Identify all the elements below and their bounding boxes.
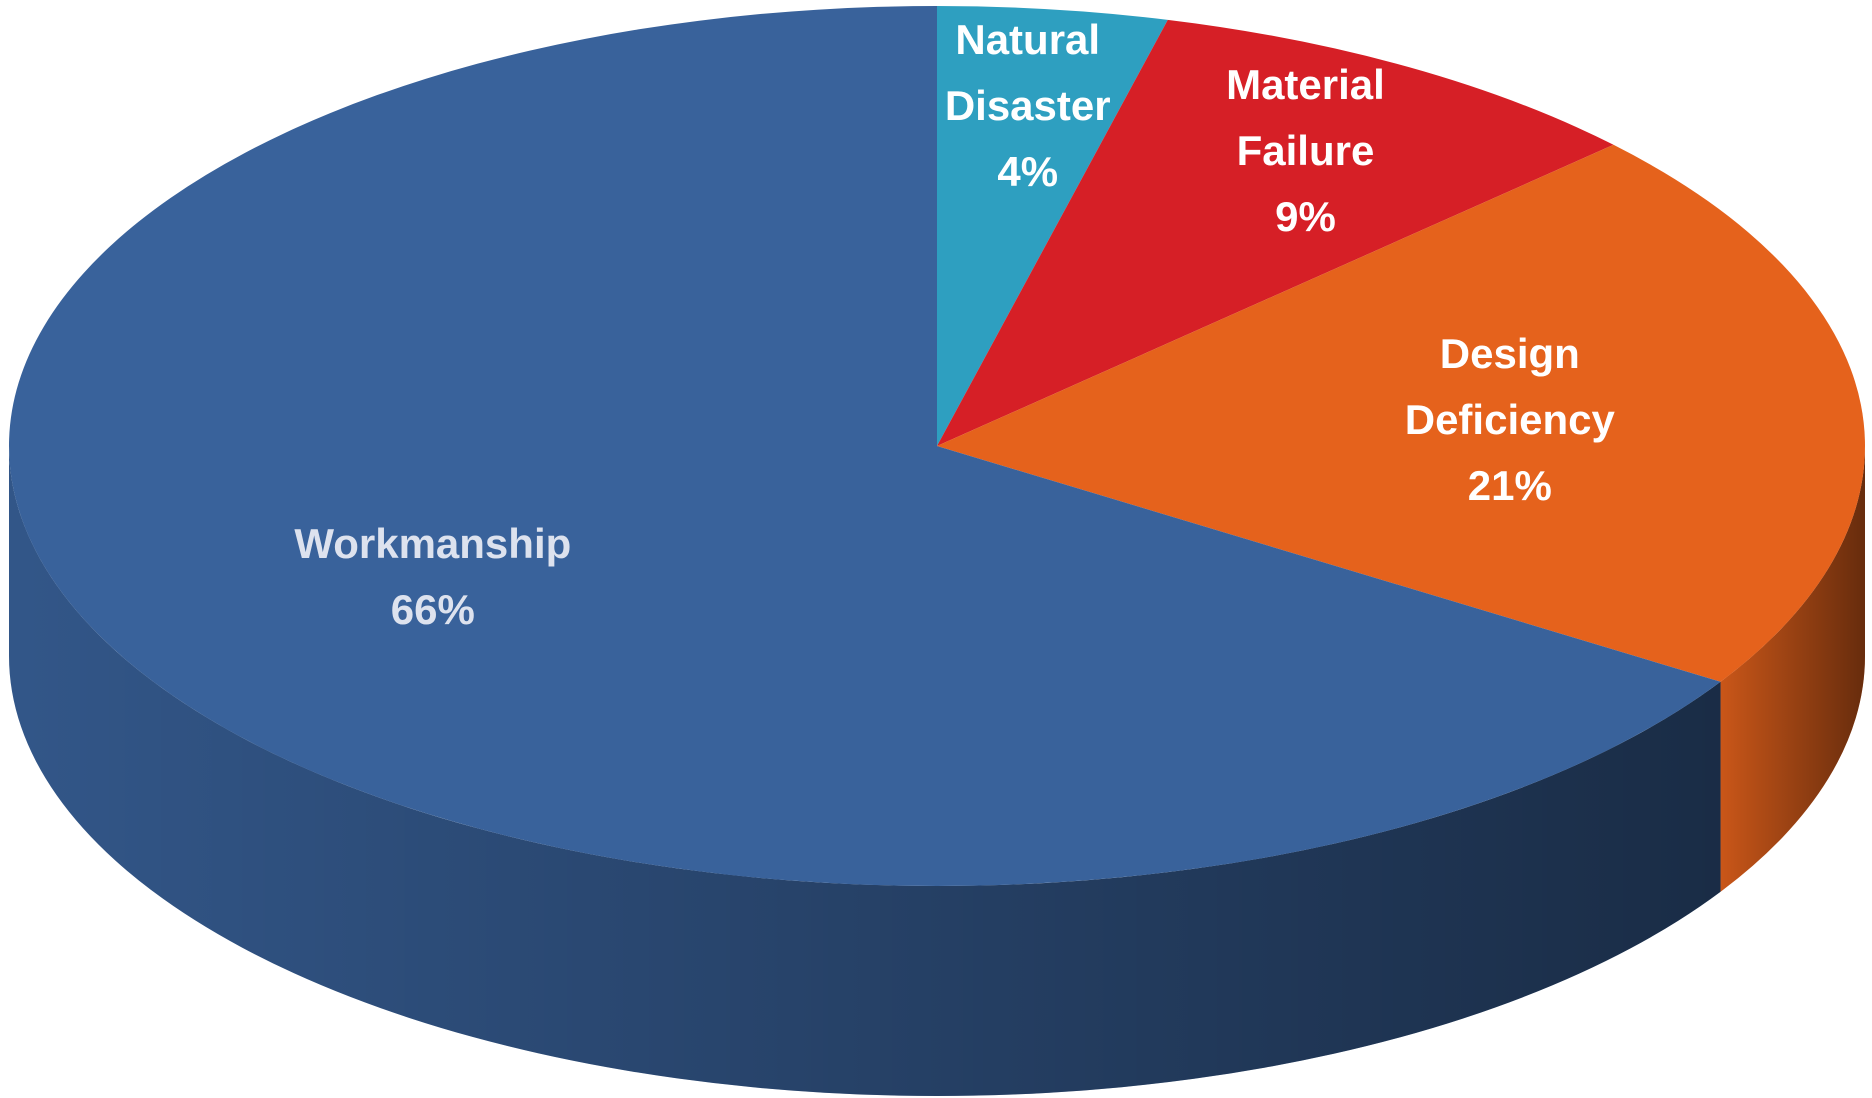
category-label: Design Deficiency <box>1404 330 1615 444</box>
value-label: 4% <box>997 147 1059 195</box>
category-label: Natural Disaster <box>944 15 1111 129</box>
value-label: 9% <box>1275 192 1336 240</box>
value-label: 66% <box>390 586 475 634</box>
slice-side-shade <box>1720 446 1865 892</box>
slice-label: Natural Disaster 4% <box>878 7 1178 205</box>
slice <box>937 19 1614 446</box>
category-label: Material Failure <box>1226 60 1385 174</box>
slice <box>937 6 1168 446</box>
slice-label: Design Deficiency 21% <box>1360 321 1660 519</box>
slice-label: Workmanship 66% <box>283 511 583 643</box>
slice <box>8 6 1721 886</box>
slice <box>937 144 1865 682</box>
category-label: Workmanship <box>294 520 572 568</box>
slice-side-shade <box>9 446 1721 1096</box>
value-label: 21% <box>1467 462 1552 510</box>
slice-label: Material Failure 9% <box>1155 52 1455 250</box>
